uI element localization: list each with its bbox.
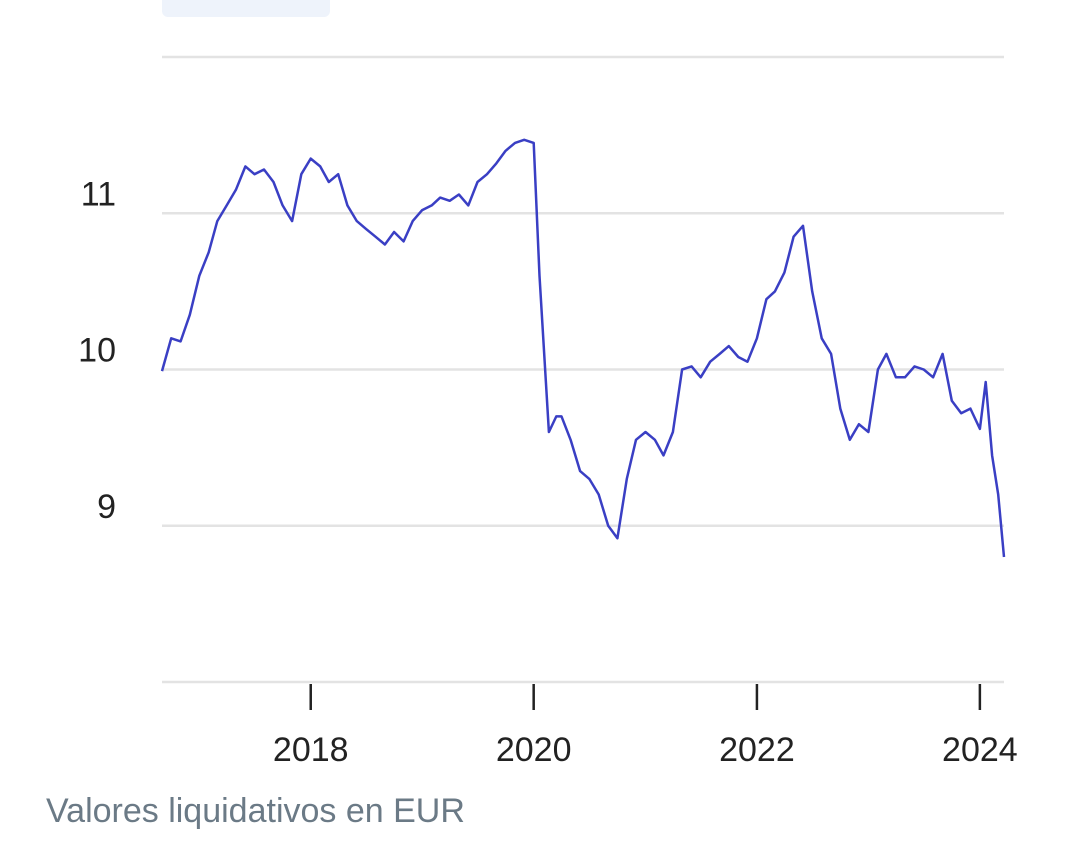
series-line	[160, 138, 1006, 558]
chart-caption: Valores liquidativos en EUR	[46, 792, 465, 830]
chart-area: 9 10 11 2018 2020 2022 2024	[78, 0, 1018, 769]
x-tick-label: 2018	[273, 731, 349, 769]
x-tick-label: 2020	[496, 731, 572, 769]
x-tick-label: 2022	[719, 731, 795, 769]
line-chart: 9 10 11 2018 2020 2022 2024	[78, 55, 1018, 769]
y-tick-label: 11	[81, 175, 116, 213]
x-tick-label: 2024	[942, 731, 1018, 769]
y-tick-label: 10	[78, 332, 116, 370]
range-tab-chip[interactable]	[162, 0, 330, 17]
y-tick-label: 9	[97, 488, 116, 526]
